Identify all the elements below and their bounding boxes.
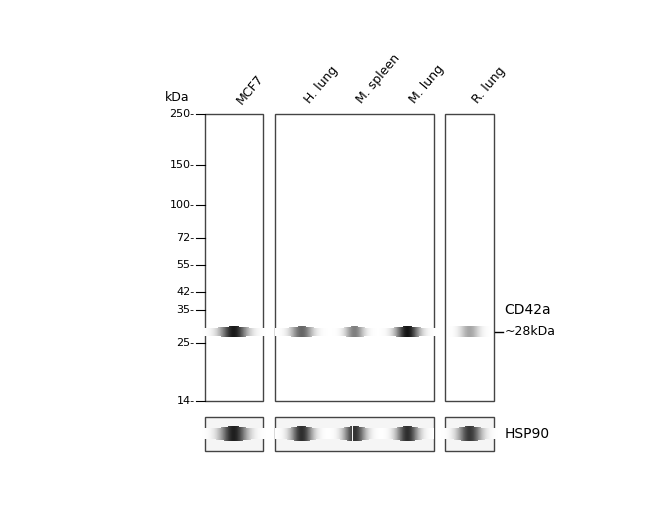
Text: 100-: 100- [170, 200, 194, 211]
Text: R. lung: R. lung [470, 65, 508, 107]
Text: H. lung: H. lung [302, 64, 340, 107]
Bar [275, 417, 434, 451]
Text: 55-: 55- [177, 260, 194, 270]
Text: M. lung: M. lung [408, 63, 447, 107]
Text: HSP90: HSP90 [504, 427, 549, 441]
Text: 35-: 35- [177, 305, 194, 315]
Text: M. spleen: M. spleen [354, 52, 403, 107]
Bar [205, 417, 263, 451]
Text: MCF7: MCF7 [233, 72, 266, 107]
Text: kDa: kDa [165, 92, 190, 105]
Text: 42-: 42- [176, 287, 194, 296]
Text: ~28kDa: ~28kDa [504, 326, 555, 339]
Text: 250-: 250- [170, 109, 194, 120]
Bar [205, 114, 263, 401]
Text: 14-: 14- [176, 396, 194, 406]
Text: 25-: 25- [176, 338, 194, 348]
Bar [445, 417, 494, 451]
Bar [275, 114, 434, 401]
Text: 150-: 150- [170, 160, 194, 170]
Text: 72-: 72- [176, 233, 194, 243]
Bar [445, 114, 494, 401]
Text: CD42a: CD42a [504, 303, 551, 317]
